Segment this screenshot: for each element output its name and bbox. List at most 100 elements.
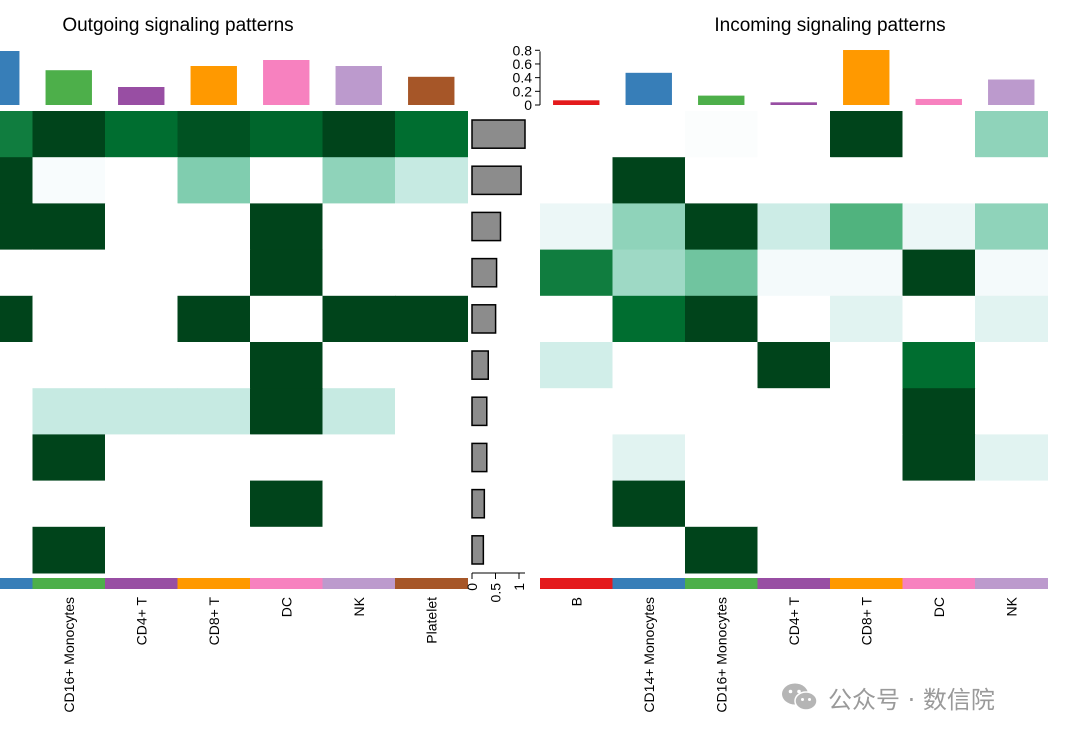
outgoing-cell: [105, 342, 178, 389]
outgoing-cell: [395, 388, 468, 435]
outgoing-cell: [250, 203, 323, 251]
outgoing-column-total-bar: [408, 76, 455, 105]
outgoing-column-label: CD8+ T: [206, 597, 222, 646]
incoming-column-label: CD8+ T: [858, 597, 874, 646]
outgoing-cell: [177, 388, 251, 435]
incoming-column-label: B: [568, 597, 584, 606]
incoming-column-color-strip: [612, 578, 686, 589]
incoming-cell: [612, 434, 686, 482]
incoming-cell: [685, 480, 758, 528]
incoming-column-total-bar: [698, 95, 745, 105]
outgoing-cell: [395, 295, 468, 343]
outgoing-column-label: DC: [278, 597, 294, 617]
outgoing-cell: [177, 203, 251, 251]
outgoing-cell: [32, 526, 106, 574]
wechat-icon: [780, 681, 820, 713]
outgoing-cell: [250, 295, 323, 343]
outgoing-cell: [105, 203, 178, 251]
middle-x-tick-label: 0: [464, 583, 480, 591]
incoming-cell: [612, 249, 686, 297]
outgoing-column-total-bar: [190, 66, 237, 105]
incoming-cell: [612, 526, 686, 574]
incoming-cell: [612, 295, 686, 343]
incoming-cell: [902, 157, 976, 204]
outgoing-cell: [322, 249, 396, 297]
incoming-column-color-strip: [830, 578, 903, 589]
outgoing-cell: [0, 480, 33, 528]
incoming-column-total-bar: [553, 100, 600, 105]
incoming-cell: [540, 480, 613, 528]
incoming-cell: [975, 157, 1048, 204]
incoming-cell: [975, 388, 1048, 435]
outgoing-cell: [250, 157, 323, 204]
incoming-cell: [757, 111, 831, 158]
outgoing-cell: [395, 249, 468, 297]
incoming-column-color-strip: [757, 578, 831, 589]
incoming-cell: [902, 203, 976, 251]
incoming-cell: [975, 295, 1048, 343]
outgoing-column-total-bar: [335, 66, 382, 105]
outgoing-cell: [32, 388, 106, 435]
incoming-cell: [830, 203, 903, 251]
incoming-column-label: CD14+ Monocytes: [641, 597, 657, 713]
outgoing-cell: [395, 111, 468, 158]
incoming-cell: [757, 342, 831, 389]
incoming-cell: [540, 434, 613, 482]
outgoing-cell: [250, 342, 323, 389]
outgoing-cell: [395, 480, 468, 528]
outgoing-column-total-bar: [0, 51, 20, 105]
incoming-cell: [830, 342, 903, 389]
outgoing-cell: [177, 157, 251, 204]
incoming-cell: [902, 111, 976, 158]
incoming-cell: [975, 434, 1048, 482]
outgoing-cell: [105, 388, 178, 435]
outgoing-cell: [32, 203, 106, 251]
incoming-column-label: DC: [931, 597, 947, 617]
outgoing-column-label: Platelet: [423, 597, 439, 644]
incoming-cell: [612, 480, 686, 528]
outgoing-cell: [105, 526, 178, 574]
outgoing-cell: [322, 203, 396, 251]
outgoing-cell: [0, 434, 33, 482]
outgoing-cell: [105, 295, 178, 343]
outgoing-cell: [395, 203, 468, 251]
outgoing-cell: [177, 434, 251, 482]
incoming-cell: [975, 342, 1048, 389]
incoming-cell: [757, 249, 831, 297]
incoming-cell: [830, 249, 903, 297]
watermark: 公众号 · 数信院: [780, 680, 995, 714]
outgoing-cell: [32, 249, 106, 297]
incoming-y-tick-label: 0.6: [513, 56, 533, 72]
outgoing-cell: [32, 434, 106, 482]
watermark-text: 公众号 · 数信院: [828, 685, 995, 714]
outgoing-cell: [177, 342, 251, 389]
middle-bar-chart: 0 0.5 1: [464, 119, 527, 602]
incoming-cell: [757, 157, 831, 204]
incoming-heatmap: B CD14+ Monocytes CD16+ Monocytes CD4+ T CD8…: [513, 42, 1048, 713]
middle-x-tick-label: 1: [511, 583, 527, 591]
outgoing-cell: [32, 111, 106, 158]
incoming-cell: [902, 388, 976, 435]
incoming-cell: [757, 203, 831, 251]
incoming-cell: [975, 111, 1048, 158]
outgoing-cell: [177, 249, 251, 297]
incoming-cell: [902, 480, 976, 528]
incoming-column-total-bar: [625, 72, 672, 105]
outgoing-cell: [395, 342, 468, 389]
incoming-cell: [685, 434, 758, 482]
incoming-cell: [685, 111, 758, 158]
outgoing-cell: [0, 295, 33, 343]
incoming-cell: [685, 526, 758, 574]
incoming-cell: [830, 434, 903, 482]
incoming-cell: [540, 249, 613, 297]
middle-bar: [471, 211, 502, 242]
incoming-column-label: NK: [1003, 596, 1019, 616]
incoming-cell: [902, 249, 976, 297]
outgoing-cell: [0, 203, 33, 251]
outgoing-cell: [250, 526, 323, 574]
outgoing-cell: [0, 157, 33, 204]
incoming-cell: [830, 388, 903, 435]
outgoing-column-label: CD4+ T: [133, 597, 149, 646]
outgoing-column-color-strip: [322, 578, 396, 589]
